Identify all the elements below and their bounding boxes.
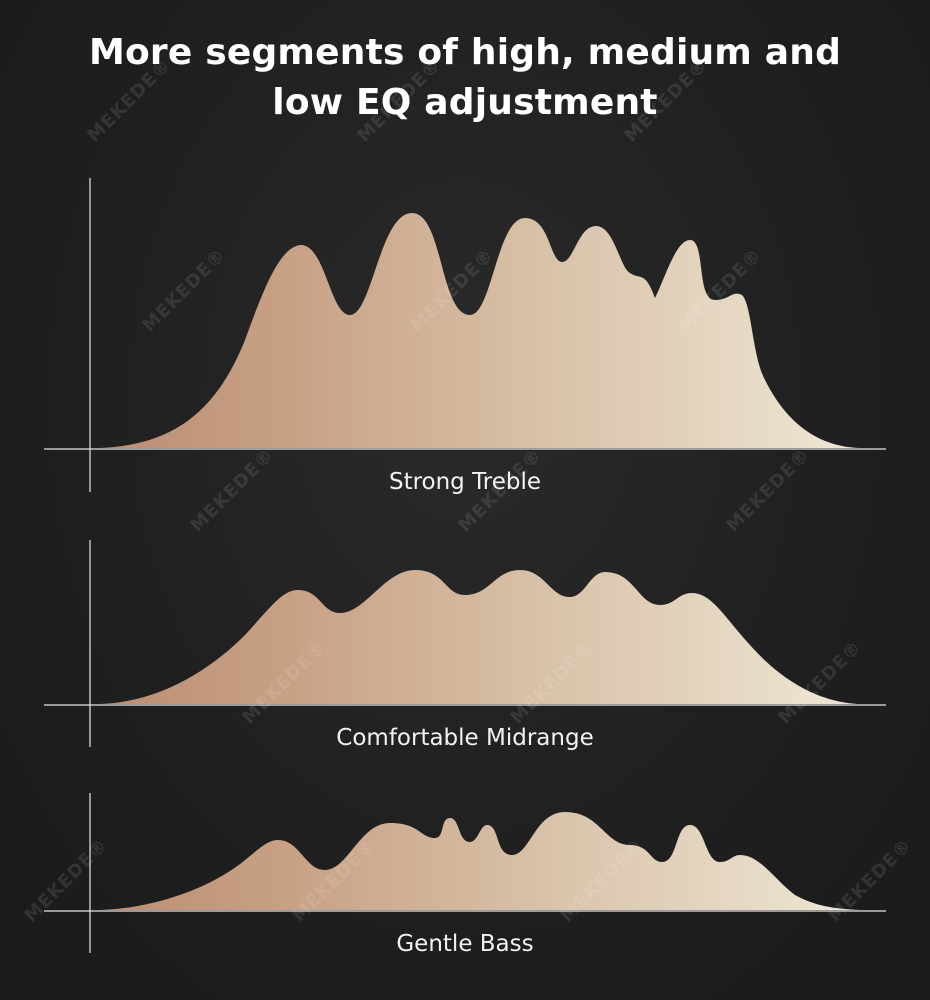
panel-label-strong-treble: Strong Treble xyxy=(388,469,542,495)
treble-eq-shape xyxy=(100,213,860,448)
title-line-2: low EQ adjustment xyxy=(272,82,658,123)
eq-curve-gentle-bass xyxy=(44,793,886,953)
panel-label-gentle-bass: Gentle Bass xyxy=(396,931,534,957)
panel-label-comfortable-midrange: Comfortable Midrange xyxy=(336,725,594,751)
page-title: More segments of high, medium and low EQ… xyxy=(0,28,930,128)
bass-eq-shape xyxy=(100,812,860,910)
midrange-eq-shape xyxy=(100,570,860,704)
eq-curve-comfortable-midrange xyxy=(44,540,886,747)
title-line-1: More segments of high, medium and xyxy=(88,32,842,73)
eq-curve-strong-treble xyxy=(44,178,886,492)
